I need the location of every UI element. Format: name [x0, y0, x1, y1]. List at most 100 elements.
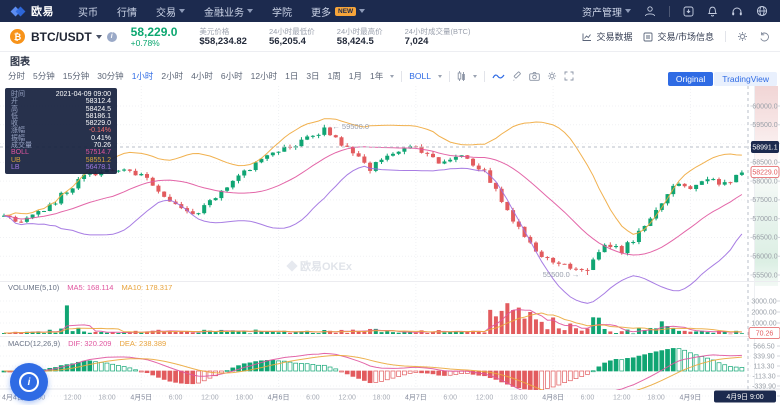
volume-label: VOLUME(5,10) [8, 283, 60, 292]
okex-logo[interactable]: 欧易 [10, 3, 54, 19]
timeframe-option-8[interactable]: 12小时 [250, 71, 278, 81]
macd-dif-value: DIF: 320.209 [68, 339, 112, 348]
nav-item-markets[interactable]: 行情 [117, 7, 137, 19]
svg-text:57500.0: 57500.0 [752, 197, 777, 204]
svg-text:339.90: 339.90 [753, 353, 775, 360]
customer-support-button[interactable]: i [10, 363, 48, 401]
timeframe-option-10[interactable]: 3日 [306, 71, 320, 81]
globe-language-icon[interactable] [756, 5, 768, 17]
svg-text:18:00: 18:00 [98, 395, 116, 402]
btc-icon: ₿ [10, 29, 25, 44]
okex-watermark: 欧易OKEx [286, 258, 352, 274]
market-info-link[interactable]: 交易/市场信息 [643, 30, 714, 43]
timeframe-option-0[interactable]: 分时 [8, 71, 26, 81]
nav-menu: 买币 行情 交易 金融业务 学院 更多 NEW [78, 4, 366, 19]
svg-text:6:00: 6:00 [306, 395, 320, 402]
indicator-chevron-icon[interactable] [438, 74, 443, 78]
pair-info-icon[interactable]: i [106, 31, 117, 42]
pair-name[interactable]: BTC/USDT [31, 29, 92, 44]
user-icon[interactable] [644, 5, 656, 17]
tooltip-row-9: UB 58551.2 [11, 156, 111, 164]
last-price: 58,229.0 [130, 24, 178, 39]
chevron-down-icon [179, 9, 185, 13]
svg-text:6:00: 6:00 [443, 395, 457, 402]
macd-dea-value: DEA: 238.389 [119, 339, 167, 348]
fullscreen-icon[interactable] [564, 71, 574, 81]
svg-text:12:00: 12:00 [338, 395, 356, 402]
nav-right: 资产管理 [582, 4, 768, 19]
timeframe-option-11[interactable]: 1周 [327, 71, 341, 81]
svg-text:4月7日: 4月7日 [405, 394, 427, 402]
chevron-down-icon [625, 9, 631, 13]
svg-text:12:00: 12:00 [613, 395, 631, 402]
svg-text:4月5日: 4月5日 [130, 394, 152, 402]
support-headset-icon[interactable] [731, 6, 743, 17]
nav-item-trade[interactable]: 交易 [156, 4, 185, 19]
chart-settings-gear-icon[interactable] [547, 71, 557, 81]
svg-text:6:00: 6:00 [581, 395, 595, 402]
pair-ticker-bar: ₿ BTC/USDT i 58,229.0 +0.78% 美元价格 $58,234… [0, 22, 780, 52]
toolbar-divider [484, 70, 486, 82]
app-download-icon[interactable] [683, 6, 694, 17]
svg-text:58991.1: 58991.1 [752, 145, 777, 152]
timeframe-option-4[interactable]: 1小时 [131, 71, 154, 81]
timeframe-option-9[interactable]: 1日 [285, 71, 299, 81]
timeframe-option-13[interactable]: 1年 [370, 71, 384, 81]
nav-item-more[interactable]: 更多 NEW [311, 4, 366, 19]
toggle-tradingview-button[interactable]: TradingView [714, 72, 777, 86]
nav-item-buy-crypto[interactable]: 买币 [78, 7, 98, 19]
tooltip-row-1: 开 58312.4 [11, 98, 111, 106]
candle-style-icon[interactable] [457, 70, 466, 82]
tooltip-row-4: 收 58229.0 [11, 120, 111, 128]
svg-text:4月9日: 4月9日 [680, 394, 702, 402]
draw-tool-icon[interactable] [512, 71, 522, 81]
nav-item-finance[interactable]: 金融业务 [204, 4, 253, 19]
timeframe-option-6[interactable]: 4小时 [191, 71, 213, 81]
ticker-actions: 交易数据 交易/市场信息 [582, 30, 770, 43]
timeframe-option-7[interactable]: 6小时 [220, 71, 243, 81]
timeframe-option-5[interactable]: 2小时 [161, 71, 184, 81]
svg-text:12:00: 12:00 [476, 395, 494, 402]
toolbar-divider [401, 70, 403, 82]
bell-icon[interactable] [707, 5, 718, 17]
tab-chart[interactable]: 图表 [10, 57, 30, 68]
svg-text:60000.0: 60000.0 [752, 103, 777, 110]
svg-text:56500.0: 56500.0 [752, 235, 777, 242]
stat-24h-low: 24小时最低价 56,205.4 [268, 26, 315, 47]
svg-text:57000.0: 57000.0 [752, 216, 777, 223]
timeframe-option-2[interactable]: 15分钟 [62, 71, 90, 81]
pair-chevron-down-icon[interactable] [95, 34, 102, 39]
trading-data-link[interactable]: 交易数据 [582, 30, 632, 43]
svg-text:70.26: 70.26 [756, 331, 774, 338]
timeframe-option-12[interactable]: 1月 [348, 71, 363, 81]
nav-divider [669, 5, 670, 17]
svg-text:4月6日: 4月6日 [268, 394, 290, 402]
svg-text:12:00: 12:00 [201, 395, 219, 402]
tooltip-row-8: BOLL 57514.7 [11, 149, 111, 157]
tooltip-row-6: 振幅 0.41% [11, 134, 111, 142]
reset-undo-icon[interactable] [759, 31, 770, 42]
ticker-settings-gear-icon[interactable] [737, 31, 748, 42]
svg-text:4月8日: 4月8日 [542, 394, 564, 402]
candle-style-chevron-icon[interactable] [473, 74, 478, 78]
svg-text:-113.30: -113.30 [752, 373, 775, 380]
toggle-original-button[interactable]: Original [667, 72, 714, 86]
svg-text:58500.0: 58500.0 [752, 160, 777, 167]
tooltip-row-3: 低 58186.1 [11, 112, 111, 120]
svg-text:566.50: 566.50 [753, 343, 775, 350]
top-navbar: 欧易 买币 行情 交易 金融业务 学院 更多 NEW 资产管理 [0, 0, 780, 22]
new-badge: NEW [335, 6, 357, 16]
nav-item-academy[interactable]: 学院 [272, 7, 292, 19]
indicator-boll-button[interactable]: BOLL [409, 71, 432, 81]
line-overlay-icon[interactable] [492, 72, 505, 81]
screenshot-camera-icon[interactable] [529, 71, 540, 81]
timeframe-option-1[interactable]: 5分钟 [33, 71, 55, 81]
last-price-block: 58,229.0 +0.78% [130, 24, 178, 48]
chevron-down-icon [359, 9, 366, 13]
okex-logo-icon [10, 5, 26, 18]
timeframe-more-chevron-icon[interactable] [390, 74, 395, 78]
svg-text:12:00: 12:00 [64, 395, 82, 402]
asset-management-menu[interactable]: 资产管理 [582, 4, 631, 19]
timeframe-option-3[interactable]: 30分钟 [97, 71, 124, 81]
